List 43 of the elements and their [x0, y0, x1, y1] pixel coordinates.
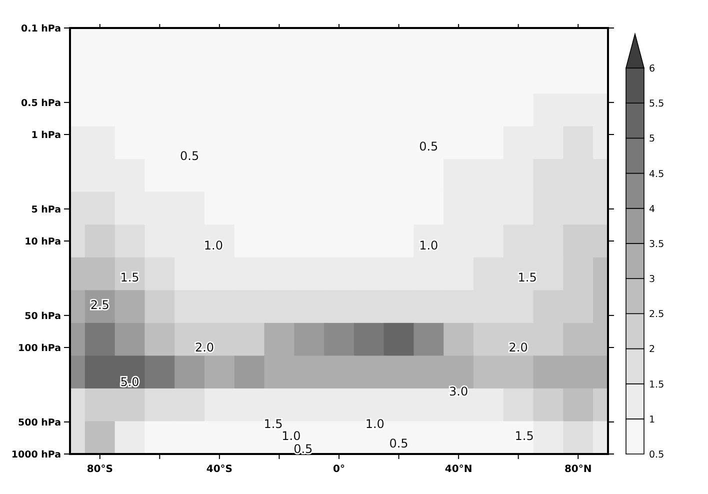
annotation: 1.0: [419, 238, 438, 252]
color-bar-label: 5.5: [649, 98, 664, 110]
y-tick-label: 5 hPa: [31, 204, 61, 216]
x-tick-label: 80°N: [564, 464, 592, 475]
x-tick-label: 0°: [333, 464, 345, 475]
y-tick-label: 100 hPa: [18, 343, 61, 354]
y-tick-label: 50 hPa: [24, 310, 61, 322]
annotation: 1.5: [264, 416, 283, 431]
y-tick-label: 0.1 hPa: [20, 24, 61, 34]
color-bar-label: 1.5: [649, 379, 664, 390]
color-bar-label: 2.5: [649, 309, 664, 320]
annotation: 2.0: [194, 340, 214, 354]
x-tick-label: 80°S: [86, 464, 113, 475]
x-tick-label: 40°S: [206, 464, 233, 475]
color-bar-label: 4.5: [649, 168, 664, 180]
annotation: 2.0: [508, 340, 528, 354]
color-bar-label: 3: [649, 274, 656, 286]
x-tick-label: 40°N: [444, 464, 472, 475]
annotation: 5.0: [120, 374, 140, 389]
annotation: 1.5: [514, 429, 534, 444]
annotation: 0.5: [389, 436, 408, 451]
y-tick-label: 0.5 hPa: [20, 98, 61, 109]
color-bar-label: 0.5: [649, 450, 664, 460]
annotation: 0.5: [419, 140, 438, 154]
annotation: 2.5: [90, 298, 110, 312]
color-bar-label: 5: [649, 134, 656, 145]
color-bar-label: 4: [649, 204, 656, 215]
annotation: 1.0: [365, 416, 384, 431]
annotation: 3.0: [449, 384, 468, 399]
y-tick-label: 500 hPa: [18, 417, 61, 428]
annotation: 1.0: [204, 238, 224, 252]
y-tick-label: 10 hPa: [24, 236, 61, 248]
annotation: 0.5: [294, 442, 313, 456]
annotation: 1.5: [120, 270, 140, 284]
annotation: 1.0: [282, 429, 301, 444]
color-bar-label: 6: [649, 64, 656, 74]
color-bar-label: 3.5: [649, 238, 664, 250]
y-tick-label: 1000 hPa: [11, 450, 61, 460]
y-tick-label: 1 hPa: [31, 130, 61, 141]
color-bar-label: 1: [649, 414, 656, 426]
annotation: 0.5: [180, 149, 200, 164]
annotation: 1.5: [518, 270, 537, 284]
color-bar-label: 2: [649, 344, 656, 356]
